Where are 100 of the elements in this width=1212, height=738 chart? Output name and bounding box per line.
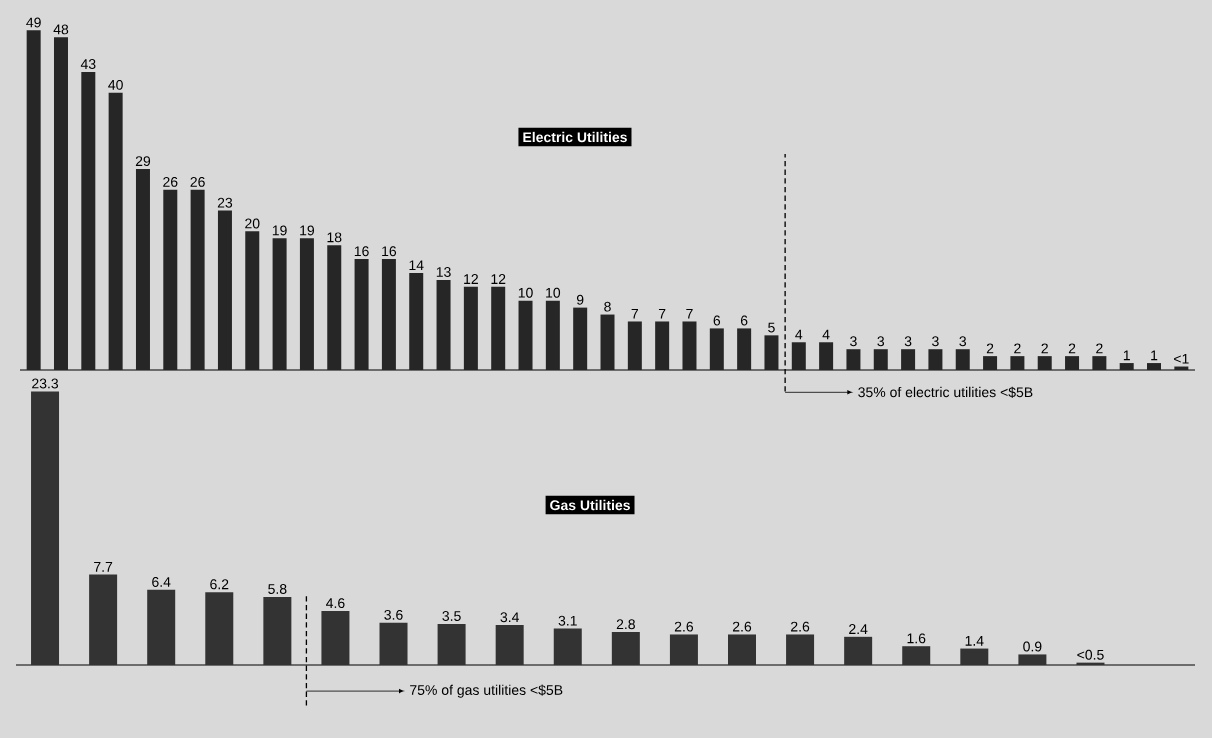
bar bbox=[299, 238, 314, 370]
data-label: 7 bbox=[686, 308, 693, 319]
bar bbox=[108, 92, 123, 370]
data-label: 3 bbox=[904, 336, 912, 347]
data-label: 1 bbox=[1123, 350, 1130, 361]
data-label: 7 bbox=[631, 308, 639, 319]
bar bbox=[1037, 356, 1052, 370]
bar bbox=[163, 189, 178, 370]
bar bbox=[1018, 654, 1047, 665]
data-label: 2 bbox=[986, 343, 994, 354]
data-label: 14 bbox=[409, 260, 424, 271]
data-label: 4.6 bbox=[326, 598, 345, 609]
bar bbox=[764, 335, 779, 370]
bar bbox=[1010, 356, 1025, 370]
bar bbox=[1119, 363, 1134, 370]
annotation: 35% of electric utilities <$5B bbox=[858, 386, 1033, 398]
data-label: 7.7 bbox=[94, 562, 113, 572]
data-label: 2 bbox=[1014, 343, 1021, 354]
bar bbox=[354, 259, 369, 370]
data-label: 6.2 bbox=[210, 579, 229, 590]
bar bbox=[135, 168, 150, 370]
data-label: 20 bbox=[245, 218, 260, 229]
data-label: 3 bbox=[932, 336, 939, 347]
bar bbox=[928, 349, 943, 370]
bar bbox=[955, 349, 970, 370]
bar bbox=[381, 259, 396, 370]
data-label: 2.4 bbox=[849, 624, 868, 634]
data-label: <0.5 bbox=[1077, 649, 1104, 660]
data-label: 12 bbox=[491, 274, 506, 284]
bar bbox=[983, 356, 998, 370]
data-label: 43 bbox=[80, 59, 96, 70]
bar bbox=[573, 307, 588, 370]
data-label: 40 bbox=[108, 79, 123, 90]
data-label: 19 bbox=[272, 225, 287, 236]
bar bbox=[147, 589, 176, 665]
bar bbox=[902, 646, 931, 665]
data-label: 3 bbox=[877, 336, 885, 347]
data-label: 2.8 bbox=[616, 619, 635, 630]
bar bbox=[321, 610, 350, 665]
data-label: 2 bbox=[1041, 343, 1048, 354]
bar bbox=[600, 314, 615, 370]
bar bbox=[436, 279, 451, 370]
bar bbox=[495, 625, 524, 665]
bar bbox=[669, 634, 698, 665]
bar bbox=[786, 634, 815, 665]
bar bbox=[245, 231, 260, 370]
data-label: 23.3 bbox=[32, 378, 59, 389]
bar bbox=[737, 328, 752, 370]
bar bbox=[518, 300, 533, 370]
bar bbox=[1065, 356, 1080, 370]
data-label: 1.4 bbox=[965, 636, 984, 646]
data-label: 23 bbox=[217, 197, 233, 208]
data-label: 3.6 bbox=[384, 609, 403, 620]
data-label: 0.9 bbox=[1023, 641, 1042, 652]
bar bbox=[263, 596, 292, 665]
data-label: 2.6 bbox=[791, 621, 810, 632]
data-label: 19 bbox=[300, 225, 315, 236]
bar bbox=[960, 648, 989, 665]
data-label: 2.6 bbox=[674, 621, 694, 632]
data-label: 26 bbox=[190, 176, 205, 187]
data-label: 7 bbox=[658, 308, 666, 319]
data-label: 1.6 bbox=[907, 633, 926, 644]
data-label: 4 bbox=[795, 329, 803, 340]
bar bbox=[409, 272, 424, 370]
bar bbox=[217, 210, 232, 370]
data-label: 2 bbox=[1096, 343, 1103, 354]
bar bbox=[819, 342, 834, 370]
bar bbox=[1147, 363, 1162, 370]
bar bbox=[901, 349, 916, 370]
data-label: 3.4 bbox=[500, 612, 519, 623]
data-label: 48 bbox=[53, 24, 69, 35]
data-label: 5.8 bbox=[268, 584, 287, 594]
data-label: 6.4 bbox=[152, 577, 171, 587]
bar bbox=[53, 37, 68, 370]
bar bbox=[81, 71, 96, 370]
data-label: 10 bbox=[518, 287, 533, 298]
data-label: 49 bbox=[26, 17, 41, 28]
bar bbox=[728, 634, 756, 665]
bar bbox=[627, 321, 642, 370]
bar bbox=[205, 592, 234, 665]
bar bbox=[844, 636, 873, 665]
data-label: 9 bbox=[576, 294, 584, 305]
data-label: 18 bbox=[327, 232, 342, 243]
bar bbox=[31, 391, 60, 665]
data-label: 8 bbox=[604, 301, 611, 312]
bar bbox=[190, 189, 205, 370]
bar bbox=[682, 321, 697, 370]
data-label: 3.1 bbox=[558, 615, 577, 626]
bar bbox=[545, 300, 560, 370]
bar bbox=[26, 30, 41, 370]
data-label: 3.5 bbox=[442, 611, 461, 621]
data-label: 4 bbox=[822, 329, 830, 340]
bar bbox=[846, 349, 861, 370]
data-label: 6 bbox=[740, 315, 748, 326]
text: 75% of gas utilities <$5B bbox=[410, 684, 563, 698]
bar bbox=[272, 238, 287, 370]
bar bbox=[1092, 356, 1107, 370]
data-label: 16 bbox=[382, 246, 397, 257]
data-label: 3 bbox=[850, 336, 857, 347]
data-label: 26 bbox=[163, 176, 178, 187]
